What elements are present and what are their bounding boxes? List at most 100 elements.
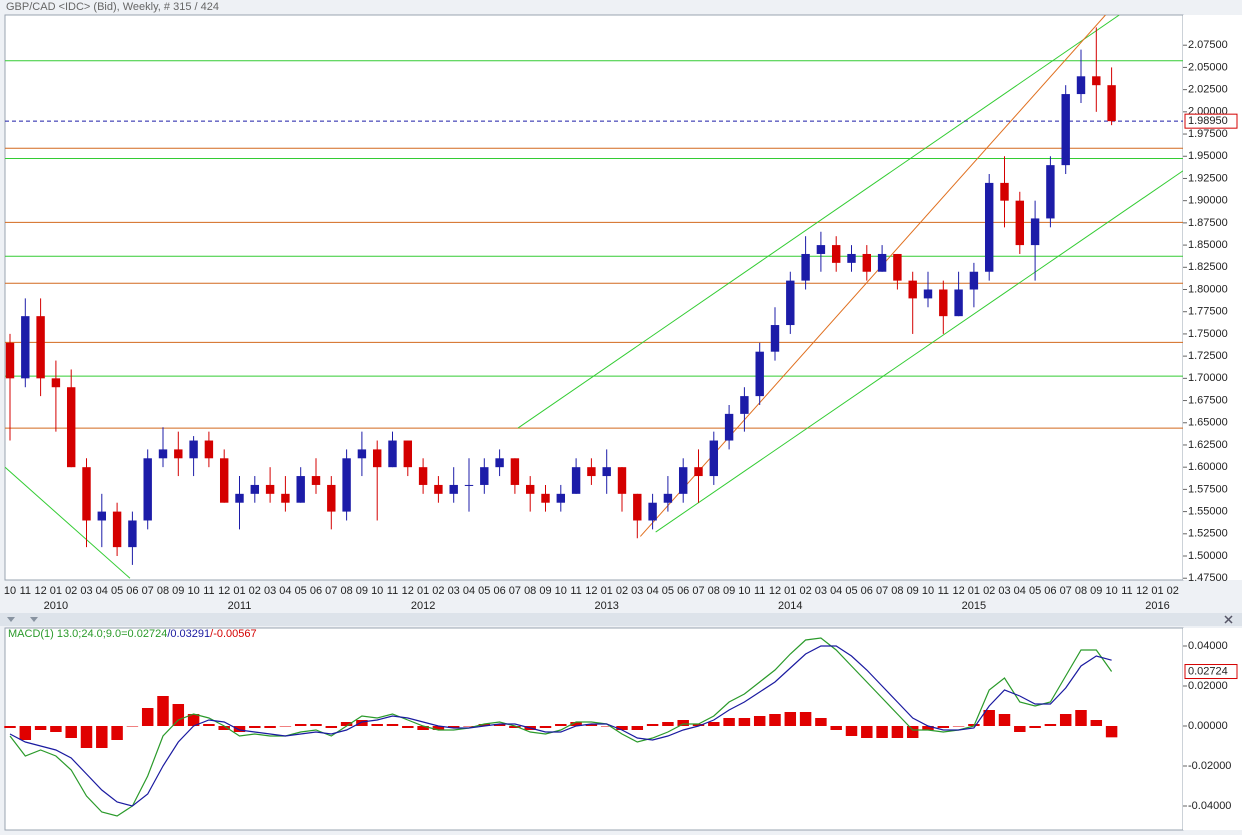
histogram-bar — [340, 722, 353, 726]
histogram-bar — [34, 726, 47, 730]
y-tick-label: 1.70000 — [1188, 372, 1228, 384]
histogram-bar — [325, 726, 338, 728]
x-tick-label: 12 — [769, 585, 781, 597]
x-tick-label: 01 — [417, 585, 429, 597]
histogram-bar — [769, 714, 781, 726]
x-tick-label: 10 — [187, 585, 199, 597]
candle-body — [21, 316, 30, 379]
y-tick-label: 1.57500 — [1188, 483, 1228, 495]
x-tick-label: 08 — [1075, 585, 1087, 597]
histogram-bar — [203, 724, 215, 726]
candle-body — [112, 511, 122, 548]
x-tick-label: 07 — [876, 585, 888, 597]
signal-readout: 0.03291 — [170, 628, 210, 640]
histogram-bar — [233, 726, 246, 732]
year-label: 2016 — [1145, 600, 1169, 612]
candle-body — [617, 467, 627, 494]
y-tick-label: 1.85000 — [1188, 239, 1228, 251]
histogram-bar — [417, 726, 429, 730]
x-tick-label: 06 — [310, 585, 322, 597]
histogram-bar — [539, 726, 552, 728]
candle-body — [449, 484, 458, 494]
x-tick-label: 04 — [830, 585, 842, 597]
x-tick-label: 05 — [111, 585, 123, 597]
candle-body — [128, 520, 137, 548]
histogram-bar — [570, 722, 582, 726]
collapse-button[interactable] — [7, 617, 15, 622]
candle-body — [510, 458, 520, 485]
close-button[interactable] — [1224, 615, 1233, 624]
x-tick-label: 05 — [478, 585, 490, 597]
x-tick-label: 06 — [677, 585, 689, 597]
x-tick-label: 11 — [1121, 585, 1132, 597]
price-panel — [4, 14, 1184, 581]
x-tick-label: 05 — [295, 585, 307, 597]
x-tick-label: 07 — [1060, 585, 1072, 597]
candle-body — [36, 316, 45, 379]
candle-body — [204, 440, 214, 459]
macd-plot — [4, 637, 1118, 817]
histogram-bar — [126, 726, 139, 727]
x-tick-label: 02 — [432, 585, 444, 597]
histogram-readout: -0.00567 — [213, 628, 256, 640]
histogram-bar — [1059, 714, 1072, 726]
x-tick-label: 07 — [509, 585, 521, 597]
x-tick-label: 02 — [799, 585, 811, 597]
candle-body — [296, 476, 305, 503]
histogram-bar — [141, 708, 154, 726]
candle-body — [1107, 85, 1116, 122]
collapse-button[interactable] — [30, 617, 38, 622]
y-tick-label: 1.67500 — [1188, 394, 1228, 406]
candle-body — [877, 253, 887, 272]
x-tick-label: 08 — [708, 585, 720, 597]
y-tick-label: 1.72500 — [1188, 350, 1228, 362]
y-tick-label: 1.60000 — [1188, 461, 1228, 473]
histogram-bar — [815, 718, 827, 726]
histogram-bar — [922, 726, 934, 730]
candle-body — [969, 271, 979, 290]
x-tick-label: 10 — [1105, 585, 1117, 597]
candle-body — [311, 476, 321, 485]
x-tick-label: 01 — [233, 585, 245, 597]
x-tick-label: 05 — [845, 585, 857, 597]
x-tick-label: 06 — [126, 585, 138, 597]
histogram-bar — [432, 726, 445, 730]
candle-body — [724, 413, 734, 441]
x-tick-label: 09 — [172, 585, 184, 597]
histogram-bar — [386, 724, 399, 726]
histogram-bar — [1044, 724, 1057, 726]
separator: / — [167, 628, 171, 640]
y-tick-label: 1.62500 — [1188, 439, 1228, 451]
candle-body — [5, 342, 15, 379]
histogram-bar — [463, 726, 475, 727]
candle-body — [786, 280, 795, 326]
y-tick-label: 2.07500 — [1188, 39, 1228, 51]
histogram-bar — [493, 724, 506, 726]
x-tick-label: 10 — [922, 585, 934, 597]
histogram-bar — [19, 726, 32, 740]
x-tick-label: 01 — [1151, 585, 1163, 597]
candle-body — [342, 458, 351, 512]
y-tick-label: 1.92500 — [1188, 172, 1228, 184]
y-tick-label: 1.55000 — [1188, 506, 1228, 518]
histogram-bar — [738, 718, 751, 726]
candle-body — [939, 289, 948, 317]
candle-body — [831, 245, 841, 263]
histogram-bar — [799, 712, 812, 726]
histogram-bar — [662, 722, 674, 726]
candle-body — [189, 440, 198, 459]
histogram-bar — [218, 726, 230, 730]
x-tick-label: 08 — [524, 585, 536, 597]
macd-title: MACD(1) 13.0;24.0;9.0= — [8, 628, 128, 640]
indicator-line — [9, 645, 1112, 807]
candle-body — [862, 253, 872, 272]
panel-toolbar — [0, 613, 1242, 626]
histogram-bar — [723, 718, 735, 726]
x-tick-label: 08 — [157, 585, 169, 597]
candle-body — [984, 182, 994, 272]
candle-body — [1092, 76, 1101, 86]
candle-body — [602, 467, 611, 477]
x-tick-label: 11 — [20, 585, 31, 597]
candle-body — [464, 484, 474, 486]
